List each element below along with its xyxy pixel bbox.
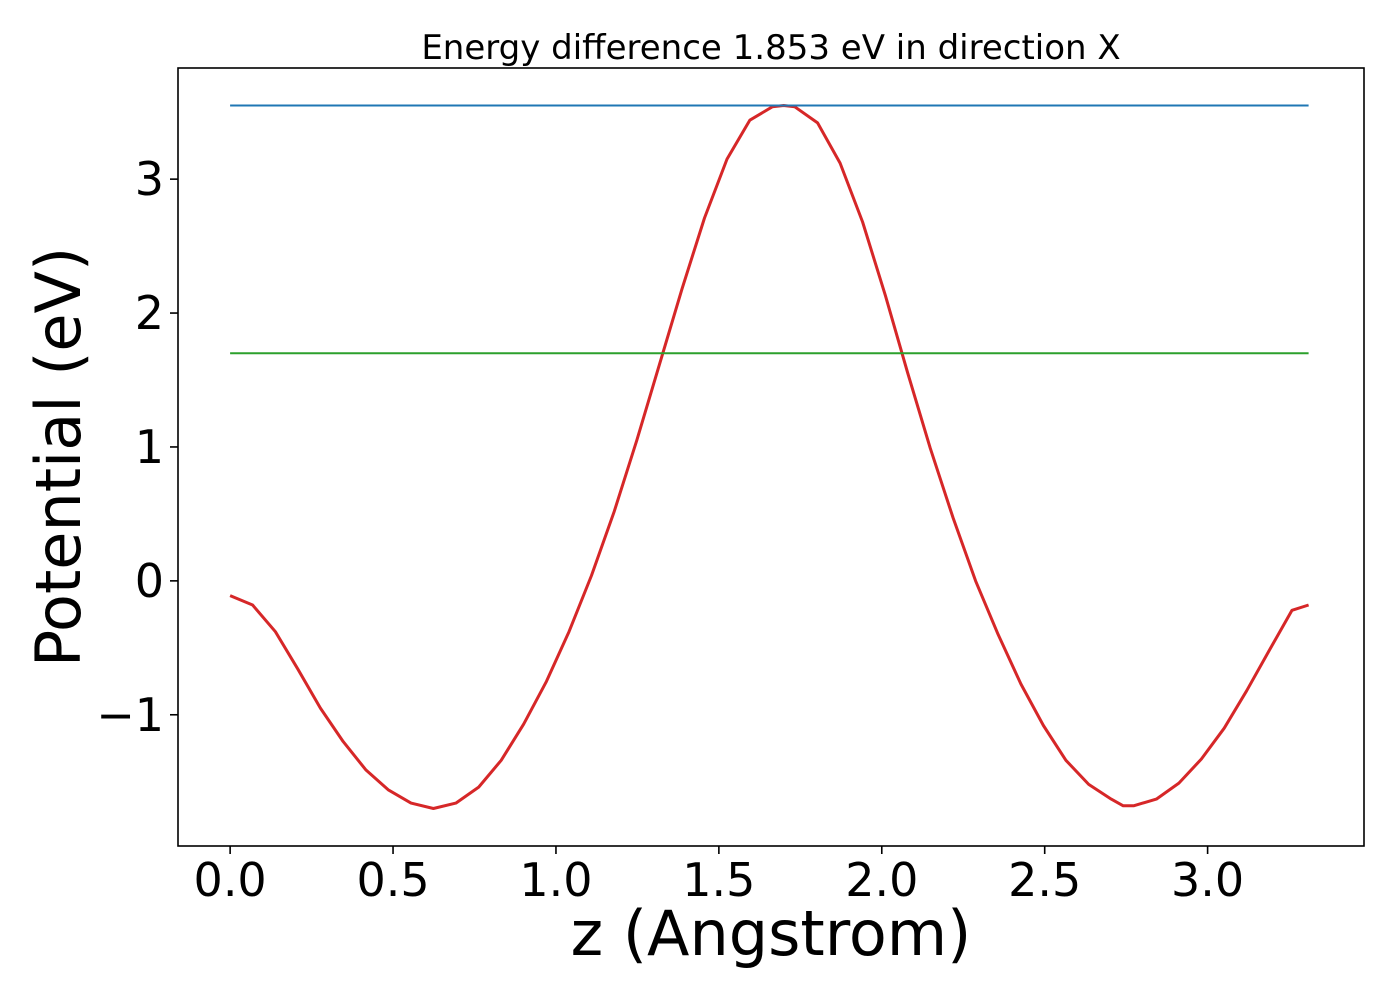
chart-title: Energy difference 1.853 eV in direction …	[421, 28, 1120, 68]
y-tick-label: 0	[135, 554, 164, 608]
x-tick-label: 1.0	[519, 853, 592, 907]
x-axis-ticks: 0.0 0.5 1.0 1.5 2.0 2.5 3.0	[194, 846, 1244, 907]
x-tick-label: 2.5	[1008, 853, 1081, 907]
y-axis-ticks: −1 0 1 2 3	[96, 152, 178, 742]
y-tick-label: 3	[135, 152, 164, 206]
series-layer	[229, 104, 1310, 810]
x-tick-label: 2.0	[845, 853, 918, 907]
x-axis-label: z (Angstrom)	[571, 897, 972, 970]
x-tick-label: 0.5	[356, 853, 429, 907]
y-axis-label: Potential (eV)	[22, 247, 95, 667]
x-tick-label: 1.5	[682, 853, 755, 907]
series-line-0	[229, 104, 1310, 810]
plot-frame	[177, 67, 1365, 847]
x-tick-label: 3.0	[1171, 853, 1244, 907]
x-tick-label: 0.0	[194, 853, 267, 907]
y-tick-label: 2	[135, 286, 164, 340]
y-tick-label: 1	[135, 420, 164, 474]
y-tick-label: −1	[96, 688, 164, 742]
